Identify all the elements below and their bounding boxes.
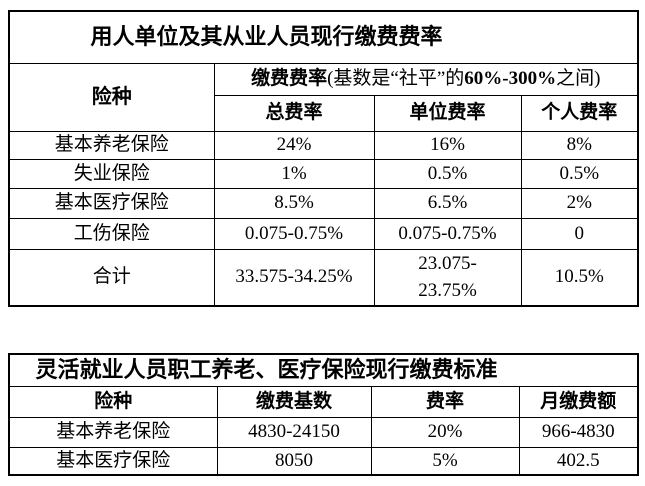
cell-employer-rate: 16% bbox=[373, 130, 522, 160]
table2-title: 灵活就业人员职工养老、医疗保险现行缴费标准 bbox=[8, 353, 639, 387]
cell-employer-rate: 0.5% bbox=[373, 158, 522, 189]
header-total-rate: 总费率 bbox=[213, 94, 375, 132]
cell-total-rate: 1% bbox=[213, 158, 375, 189]
cell-personal-rate: 10.5% bbox=[520, 248, 639, 307]
cell-total-rate: 33.575-34.25% bbox=[213, 248, 375, 307]
cell-insurance-name: 失业保险 bbox=[8, 158, 215, 189]
table1-header-row-2: 总费率 单位费率 个人费率 bbox=[9, 94, 639, 132]
header-monthly-amount: 月缴费额 bbox=[518, 385, 639, 418]
cell-employer-rate: 23.075-23.75% bbox=[373, 248, 522, 307]
row-work-injury: 工伤保险 0.075-0.75% 0.075-0.75% 0 bbox=[8, 217, 639, 250]
flexible-employment-standards-table: 灵活就业人员职工养老、医疗保险现行缴费标准 险种 缴费基数 费率 月缴费额 基本… bbox=[8, 353, 640, 476]
employer-contribution-rates-table: 用人单位及其从业人员现行缴费费率 险种 缴费费率(基数是“社平”的60%-300… bbox=[8, 10, 640, 307]
header-contribution-base: 缴费基数 bbox=[216, 385, 372, 418]
cell-insurance-name: 基本医疗保险 bbox=[8, 187, 215, 219]
cell-employer-rate: 0.075-0.75% bbox=[373, 217, 522, 250]
row-medical: 基本医疗保险 8.5% 6.5% 2% bbox=[8, 187, 639, 219]
cell-total-rate: 0.075-0.75% bbox=[213, 217, 375, 250]
header-rate: 费率 bbox=[370, 385, 520, 418]
cell-personal-rate: 2% bbox=[520, 187, 639, 219]
rate-note: (基数是“社平”的 bbox=[327, 68, 465, 90]
header-insurance-type: 险种 bbox=[8, 62, 215, 132]
cell-insurance-name: 基本养老保险 bbox=[8, 130, 215, 160]
cell-employer-rate: 6.5% bbox=[373, 187, 522, 219]
row-total: 合计 33.575-34.25% 23.075-23.75% 10.5% bbox=[8, 248, 639, 307]
cell-base: 4830-24150 bbox=[216, 416, 372, 448]
row-pension-flex: 基本养老保险 4830-24150 20% 966-4830 bbox=[8, 416, 639, 448]
cell-personal-rate: 0 bbox=[520, 217, 639, 250]
cell-insurance-name: 基本医疗保险 bbox=[8, 446, 218, 476]
cell-personal-rate: 8% bbox=[520, 130, 639, 160]
rate-range: 60%-300% bbox=[464, 68, 557, 90]
header-rate-base-note: 缴费费率(基数是“社平”的60%-300%之间) bbox=[213, 62, 639, 96]
header-employer-rate: 单位费率 bbox=[373, 94, 522, 132]
cell-insurance-name: 工伤保险 bbox=[8, 217, 215, 250]
table1-title: 用人单位及其从业人员现行缴费费率 bbox=[8, 10, 639, 64]
table2-title-row: 灵活就业人员职工养老、医疗保险现行缴费标准 bbox=[8, 353, 639, 387]
cell-total-rate: 8.5% bbox=[213, 187, 375, 219]
cell-personal-rate: 0.5% bbox=[520, 158, 639, 189]
table1-header-row-1: 险种 缴费费率(基数是“社平”的60%-300%之间) bbox=[8, 62, 639, 132]
cell-monthly: 402.5 bbox=[518, 446, 639, 476]
row-pension: 基本养老保险 24% 16% 8% bbox=[8, 130, 639, 160]
header-insurance-type: 险种 bbox=[8, 385, 218, 418]
row-medical-flex: 基本医疗保险 8050 5% 402.5 bbox=[8, 446, 639, 476]
cell-rate: 5% bbox=[370, 446, 520, 476]
row-unemployment: 失业保险 1% 0.5% 0.5% bbox=[8, 158, 639, 189]
rate-label: 缴费费率 bbox=[251, 68, 328, 90]
cell-monthly: 966-4830 bbox=[518, 416, 639, 448]
cell-total-rate: 24% bbox=[213, 130, 375, 160]
cell-insurance-name: 合计 bbox=[8, 248, 215, 307]
header-personal-rate: 个人费率 bbox=[520, 94, 639, 132]
table2-header-row: 险种 缴费基数 费率 月缴费额 bbox=[8, 385, 639, 418]
rate-note-suffix: 之间) bbox=[556, 68, 601, 90]
table1-title-row: 用人单位及其从业人员现行缴费费率 bbox=[8, 10, 639, 64]
cell-insurance-name: 基本养老保险 bbox=[8, 416, 218, 448]
cell-base: 8050 bbox=[216, 446, 372, 476]
cell-rate: 20% bbox=[370, 416, 520, 448]
